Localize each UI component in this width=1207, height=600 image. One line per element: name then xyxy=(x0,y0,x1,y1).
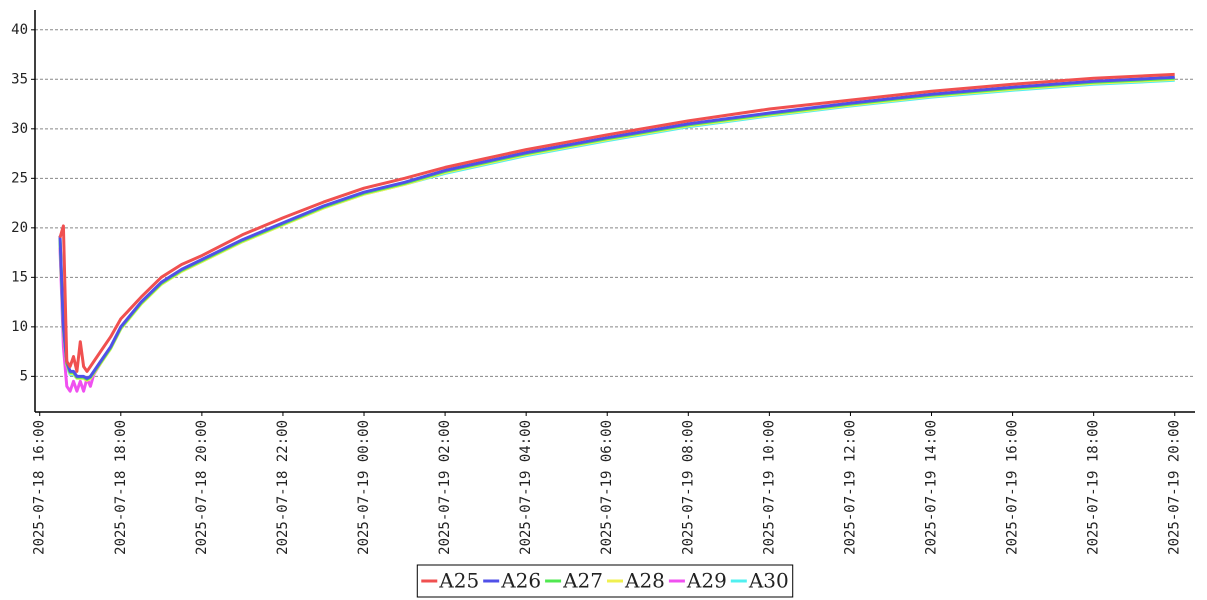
legend-label: A26 xyxy=(500,569,541,593)
legend-label: A30 xyxy=(748,569,789,593)
x-tick-label: 2025-07-19 04:00 xyxy=(518,420,534,555)
legend-label: A29 xyxy=(686,569,727,593)
x-tick-label: 2025-07-19 02:00 xyxy=(437,420,453,555)
x-tick-label: 2025-07-18 20:00 xyxy=(194,420,210,555)
x-tick-label: 2025-07-19 14:00 xyxy=(924,420,940,555)
y-tick-label: 10 xyxy=(11,319,28,335)
series-line xyxy=(58,77,1175,382)
y-tick-label: 30 xyxy=(11,121,28,137)
x-tick-label: 2025-07-18 16:00 xyxy=(32,420,48,555)
x-tick-label: 2025-07-19 12:00 xyxy=(842,420,858,555)
x-tick-label: 2025-07-19 10:00 xyxy=(761,420,777,555)
x-tick-label: 2025-07-18 22:00 xyxy=(275,420,291,555)
x-tick-label: 2025-07-19 18:00 xyxy=(1086,420,1102,555)
series-line xyxy=(58,76,1175,381)
x-tick-label: 2025-07-18 18:00 xyxy=(113,420,129,555)
y-tick-label: 25 xyxy=(11,170,28,186)
series-line xyxy=(58,72,1175,373)
legend-label: A27 xyxy=(562,569,603,593)
y-tick-label: 20 xyxy=(11,220,28,236)
legend-box xyxy=(416,564,794,598)
y-tick-label: 5 xyxy=(20,368,28,384)
x-tick-label: 2025-07-19 16:00 xyxy=(1005,420,1021,555)
x-tick-label: 2025-07-19 06:00 xyxy=(599,420,615,555)
series-line xyxy=(58,76,1175,393)
y-tick-label: 15 xyxy=(11,269,28,285)
y-tick-label: 35 xyxy=(11,71,28,87)
legend-label: A28 xyxy=(624,569,665,593)
x-tick-label: 2025-07-19 00:00 xyxy=(356,420,372,555)
x-tick-label: 2025-07-19 08:00 xyxy=(680,420,696,555)
legend: A25 A26 A27 A28 A29 A30 xyxy=(416,564,794,598)
series-line xyxy=(58,78,1175,382)
series-line xyxy=(58,75,1175,380)
x-tick-label: 2025-07-19 20:00 xyxy=(1167,420,1183,555)
legend-label: A25 xyxy=(438,569,479,593)
y-tick-label: 40 xyxy=(11,22,28,38)
